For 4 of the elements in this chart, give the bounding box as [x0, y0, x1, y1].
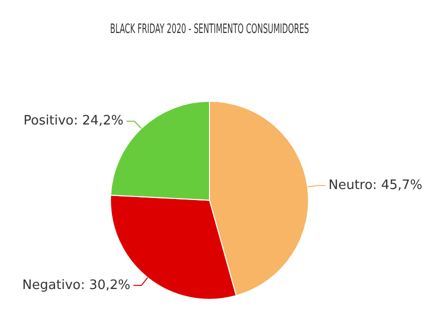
slice-label: Positivo: 24,2% [24, 114, 124, 129]
slice-label: Neutro: 45,7% [328, 178, 422, 193]
slice-label: Negativo: 30,2% [22, 278, 130, 293]
chart-title: BLACK FRIDAY 2020 - SENTIMENTO CONSUMIDORES [110, 20, 310, 37]
